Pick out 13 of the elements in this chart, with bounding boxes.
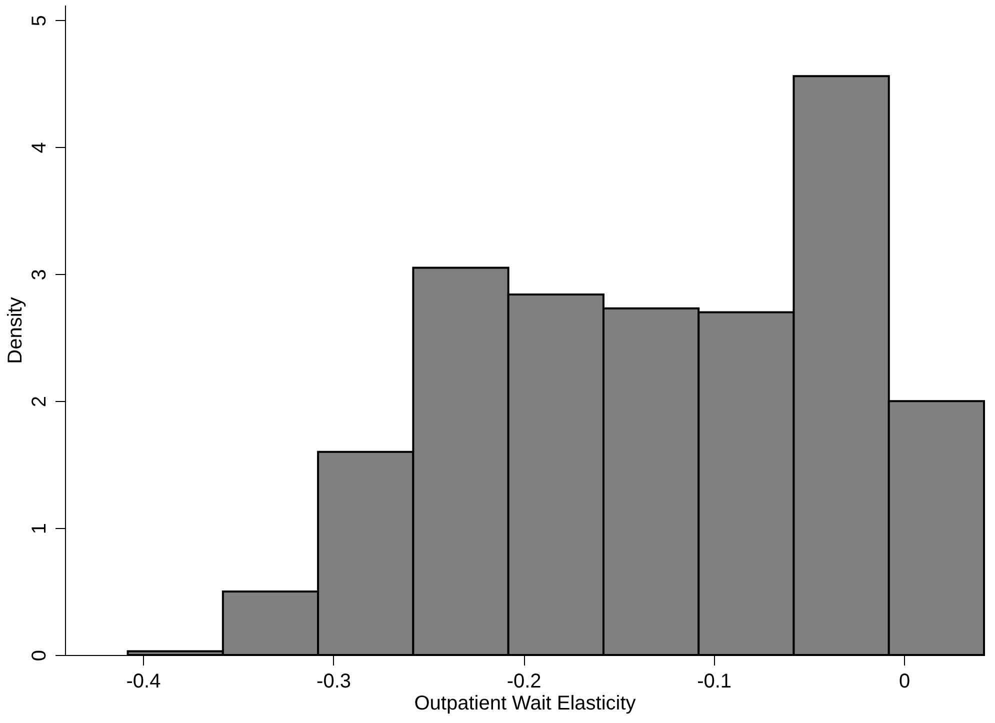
x-tick-label: -0.2	[506, 670, 542, 692]
x-tick-label: -0.3	[316, 670, 352, 692]
x-tick-label: -0.4	[126, 670, 161, 692]
y-tick-label: 2	[28, 396, 50, 408]
x-axis-title: Outpatient Wait Elasticity	[414, 692, 636, 714]
y-tick-label: 1	[28, 522, 50, 534]
y-tick-label: 4	[28, 142, 50, 154]
y-tick-label: 3	[28, 269, 50, 280]
y-axis-title: Density	[4, 297, 26, 364]
y-tick-label: 0	[28, 650, 50, 662]
x-tick-label: -0.1	[697, 670, 732, 692]
y-tick-label: 5	[28, 15, 50, 26]
x-tick-label: 0	[899, 670, 910, 692]
